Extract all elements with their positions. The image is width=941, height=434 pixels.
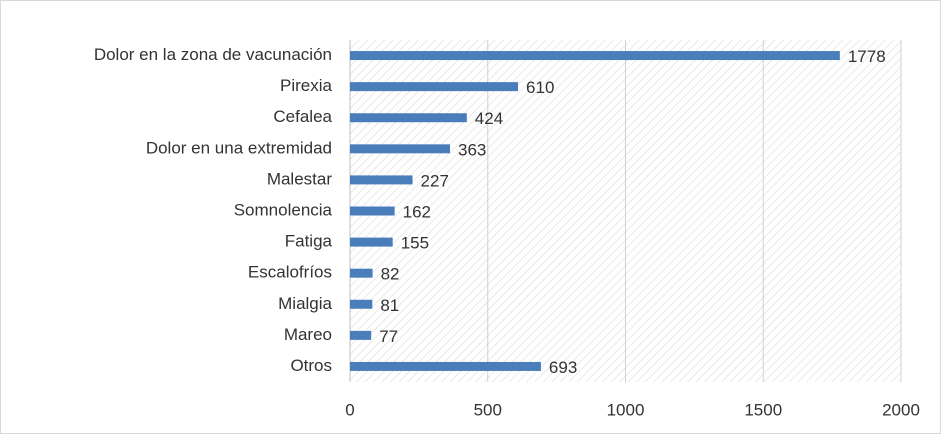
x-tick-label: 500 [474,400,502,419]
y-tick-label: Dolor en la zona de vacunación [94,45,332,64]
y-tick-label: Pirexia [280,76,333,95]
data-label: 693 [549,358,577,377]
data-label: 162 [403,202,431,221]
data-label: 424 [475,109,503,128]
data-label: 77 [379,327,398,346]
y-tick-label: Cefalea [273,107,332,126]
x-tick-label: 1500 [744,400,782,419]
x-tick-label: 1000 [607,400,645,419]
bar [350,82,519,92]
y-tick-label: Mareo [284,325,332,344]
data-label: 1778 [848,47,886,66]
bar [350,175,413,185]
bar [350,237,393,247]
bar [350,144,451,154]
y-tick-label: Escalofríos [248,263,332,282]
data-label: 155 [401,234,429,253]
y-tick-label: Malestar [267,169,333,188]
x-tick-label: 2000 [882,400,920,419]
data-label: 610 [526,78,554,97]
bar [350,330,372,340]
y-tick-label: Mialgia [278,294,332,313]
bar [350,206,395,216]
y-tick-label: Otros [290,356,332,375]
data-label: 81 [380,296,399,315]
y-tick-label: Fatiga [285,232,333,251]
bar [350,361,541,371]
data-label: 227 [421,171,449,190]
bar [350,299,373,309]
x-tick-label: 0 [345,400,354,419]
bar [350,268,373,278]
bar [350,113,467,123]
data-label: 82 [381,265,400,284]
y-tick-label: Somnolencia [234,200,333,219]
bar [350,51,840,61]
data-label: 363 [458,140,486,159]
y-tick-label: Dolor en una extremidad [146,138,332,157]
